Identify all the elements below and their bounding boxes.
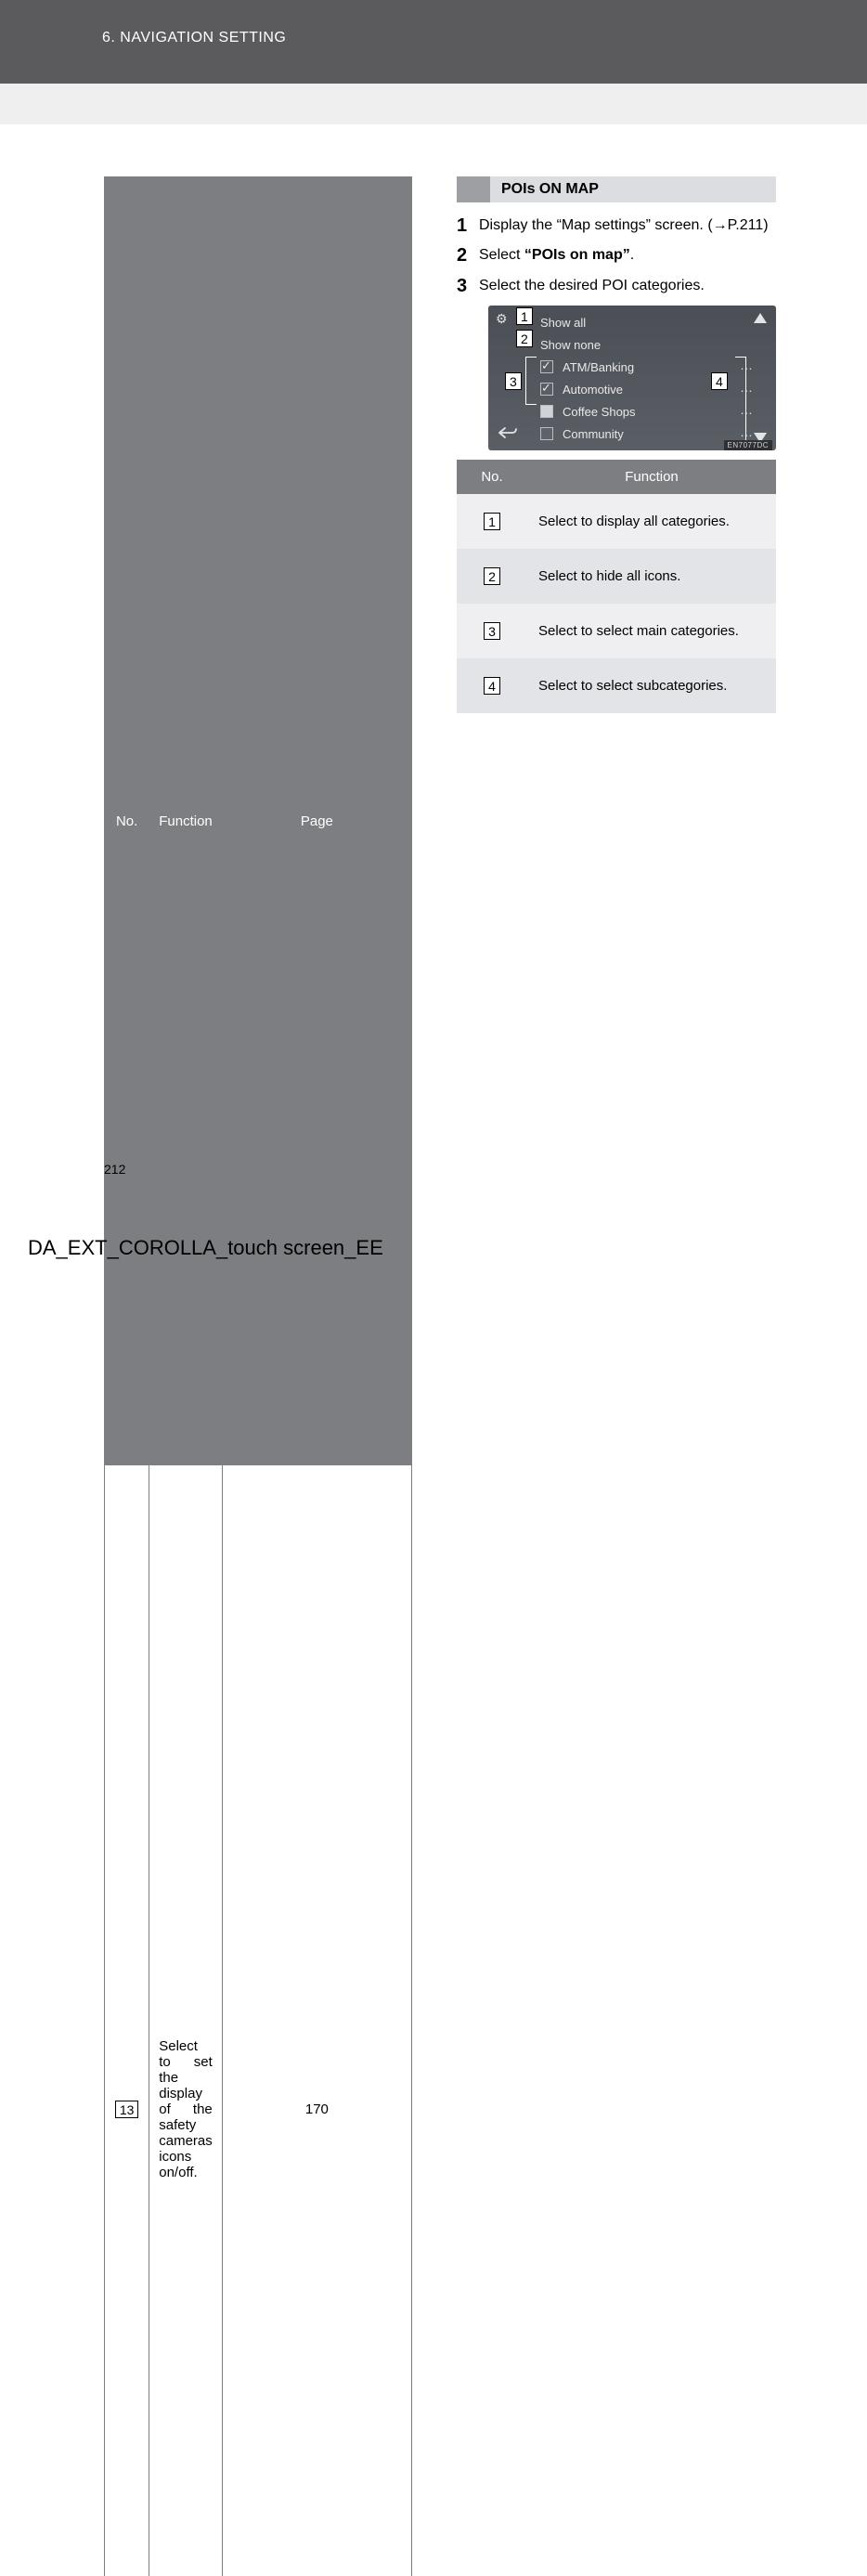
bracket-left-icon [525, 357, 537, 405]
cell-function: Select to set the display of the safety … [149, 1465, 223, 2576]
section-heading: POIs ON MAP [457, 176, 776, 202]
step-text: Select the desired POI categories. [479, 276, 776, 296]
callout-number-13: 13 [115, 2101, 139, 2118]
step-text: Select “POIs on map”. [479, 245, 776, 266]
step-3: 3 Select the desired POI categories. [457, 276, 776, 296]
left-column: No. Function Page 13 Select to set the d… [104, 176, 412, 2576]
right-function-table: No. Function 1 Select to display all cat… [457, 460, 776, 713]
shot-row-coffee: Coffee Shops [540, 400, 739, 423]
header-subband [0, 84, 867, 124]
cell-no: 13 [105, 1465, 149, 2576]
cell-no: 2 [457, 549, 527, 604]
step-number: 1 [457, 215, 479, 236]
screenshot-code: EN7077DC [724, 440, 772, 450]
col-header-function: Function [527, 460, 776, 494]
shot-label: Automotive [563, 383, 623, 397]
scroll-up-icon [754, 313, 767, 323]
step-1-text-b: ) [763, 217, 768, 233]
shot-label: Community [563, 427, 624, 441]
callout-number: 3 [505, 372, 522, 390]
bracket-right-icon [735, 357, 746, 449]
step-1-ref: →P.211 [713, 217, 764, 233]
shot-row-show-all: Show all [540, 311, 739, 333]
shot-row-atm: ATM/Banking [540, 356, 739, 378]
step-2-text-c: . [630, 247, 634, 263]
callout-1: 1 [516, 307, 533, 325]
checkbox-icon [540, 360, 553, 373]
cell-function: Select to select subcategories. [527, 658, 776, 713]
col-header-function: Function [149, 177, 223, 1465]
cell-page: 170 [222, 1465, 411, 2576]
shot-row-community: Community [540, 423, 739, 445]
table-row: 1 Select to display all categories. [457, 494, 776, 549]
callout-number: 1 [484, 513, 500, 530]
cell-no: 1 [457, 494, 527, 549]
cell-function: Select to display all categories. [527, 494, 776, 549]
cell-no: 4 [457, 658, 527, 713]
left-function-table: No. Function Page 13 Select to set the d… [104, 176, 412, 2576]
callout-number: 1 [516, 307, 533, 325]
callout-2: 2 [516, 330, 533, 347]
shot-label: Show all [540, 316, 586, 330]
cell-function: Select to select main categories. [527, 604, 776, 658]
col-header-no: No. [457, 460, 527, 494]
ui-screenshot: ⚙ Show all Show none ATM/Banking Automot… [488, 306, 776, 450]
callout-number: 2 [516, 330, 533, 347]
step-number: 3 [457, 276, 479, 296]
back-icon [498, 426, 518, 439]
col-header-page: Page [222, 177, 411, 1465]
checkbox-icon [540, 427, 553, 440]
right-column: POIs ON MAP 1 Display the “Map settings”… [457, 176, 776, 713]
shot-row-show-none: Show none [540, 333, 739, 356]
section-heading-tab [457, 176, 490, 202]
shot-label: Show none [540, 338, 601, 352]
header-section-title: 6. NAVIGATION SETTING [102, 30, 286, 46]
step-number: 2 [457, 245, 479, 266]
table-row: 4 Select to select subcategories. [457, 658, 776, 713]
table-row: 13 Select to set the display of the safe… [105, 1465, 412, 2576]
cell-function: Select to hide all icons. [527, 549, 776, 604]
manual-page: 6. NAVIGATION SETTING No. Function Page … [0, 0, 867, 1288]
callout-number: 2 [484, 567, 500, 585]
section-heading-title: POIs ON MAP [490, 176, 776, 202]
checkbox-icon [540, 405, 553, 418]
step-2-bold: “POIs on map” [524, 247, 630, 263]
step-2: 2 Select “POIs on map”. [457, 245, 776, 266]
page-number: 212 [104, 1162, 125, 1177]
step-1-text-a: Display the “Map settings” screen. ( [479, 217, 713, 233]
header-band: 6. NAVIGATION SETTING [0, 0, 867, 84]
callout-number: 4 [711, 372, 728, 390]
callout-number: 3 [484, 622, 500, 640]
callout-3: 3 [505, 372, 522, 390]
col-header-no: No. [105, 177, 149, 1465]
shot-label: ATM/Banking [563, 360, 634, 374]
shot-label: Coffee Shops [563, 405, 636, 419]
callout-number: 4 [484, 677, 500, 695]
step-text: Display the “Map settings” screen. (→P.2… [479, 215, 776, 236]
callout-4: 4 [711, 372, 728, 390]
table-row: 3 Select to select main categories. [457, 604, 776, 658]
cell-no: 3 [457, 604, 527, 658]
table-row: 2 Select to hide all icons. [457, 549, 776, 604]
checkbox-icon [540, 383, 553, 396]
shot-row-automotive: Automotive [540, 378, 739, 400]
step-1: 1 Display the “Map settings” screen. (→P… [457, 215, 776, 236]
gear-icon: ⚙ [496, 311, 508, 327]
document-code: DA_EXT_COROLLA_touch screen_EE [28, 1236, 383, 1260]
step-2-text-a: Select [479, 247, 524, 263]
